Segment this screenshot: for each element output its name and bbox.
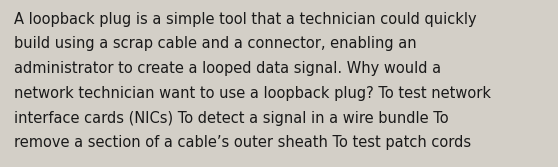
Text: A loopback plug is a simple tool that a technician could quickly: A loopback plug is a simple tool that a … bbox=[14, 12, 477, 27]
Text: interface cards (NICs) To detect a signal in a wire bundle To: interface cards (NICs) To detect a signa… bbox=[14, 111, 449, 126]
Text: remove a section of a cable’s outer sheath To test patch cords: remove a section of a cable’s outer shea… bbox=[14, 135, 471, 150]
Text: network technician want to use a loopback plug? To test network: network technician want to use a loopbac… bbox=[14, 86, 491, 101]
Text: administrator to create a looped data signal. Why would a: administrator to create a looped data si… bbox=[14, 61, 441, 76]
Text: build using a scrap cable and a connector, enabling an: build using a scrap cable and a connecto… bbox=[14, 36, 417, 51]
